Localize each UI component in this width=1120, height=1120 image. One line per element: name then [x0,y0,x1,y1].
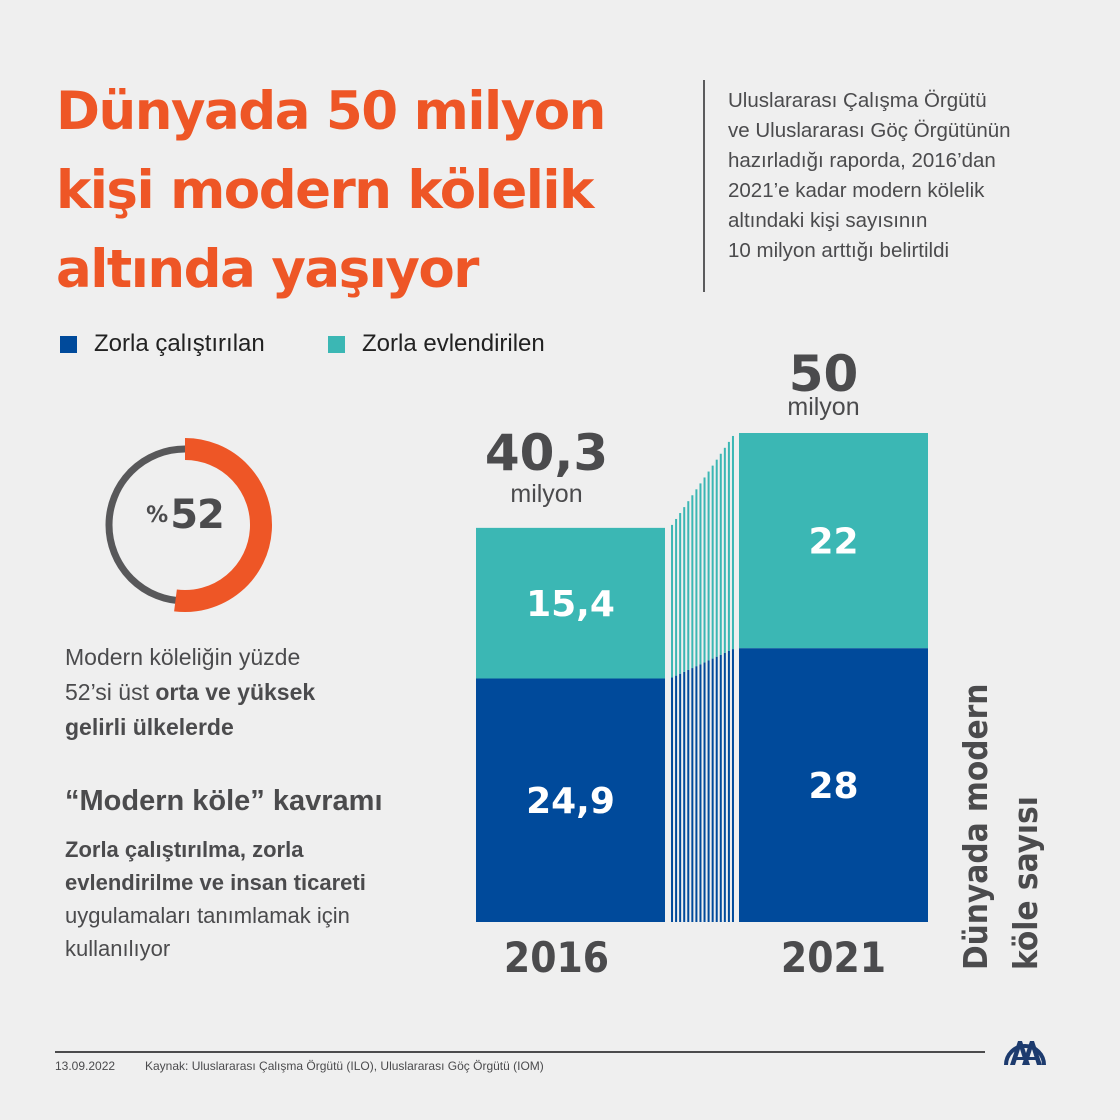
intro-line: altındaki kişi sayısının [728,209,928,232]
connector-stripe-forced-labor [671,677,674,922]
total-unit-label: milyon [787,393,859,421]
connector-stripe-forced-labor [711,658,714,922]
bar-segment-forced-marriage-2016 [476,527,665,679]
legend-item-forced-labor: Zorla çalıştırılan [60,330,265,358]
connector-stripe-forced-labor [703,662,706,922]
total-value-label: 40,3 [485,424,608,482]
percent-value: 52 [170,492,225,538]
connector-stripe-forced-marriage [691,495,694,669]
intro-line: hazırladığı raporda, 2016’dan [728,149,996,172]
income-info: Modern köleliğin yüzde 52’si üst orta ve… [65,640,445,745]
year-label-2021: 2021 [781,933,886,982]
total-unit-label: milyon [510,480,582,508]
connector-stripe-forced-marriage [715,459,718,657]
connector-stripe-forced-marriage [727,441,730,652]
connector-stripe-forced-labor [719,654,722,922]
connector-stripe-forced-labor [723,652,726,922]
donut-fill-arc [174,438,272,612]
legend-label: Zorla çalıştırılan [94,330,265,357]
intro-line: 10 milyon arttığı belirtildi [728,239,950,262]
intro-line: ve Uluslararası Göç Örgütünün [728,119,1011,142]
total-value-label: 50 [789,345,859,403]
concept-bold-text: Zorla çalıştırılma, zorla [65,837,304,862]
side-title-line: köle sayısı [1006,796,1045,970]
connector-stripe-forced-labor [707,660,710,922]
info-bold-text: gelirli ülkelerde [65,714,234,740]
legend-swatch-forced-labor [60,335,77,353]
connector-stripe-forced-labor [687,669,690,922]
legend-swatch-forced-marriage [328,335,345,353]
concept-line: uygulamaları tanımlamak için [65,903,350,928]
bar-segment-forced-marriage-2021 [739,433,928,649]
segment-value-label: 28 [808,766,858,807]
connector-stripes [671,435,734,922]
connector-stripe-forced-marriage [699,483,702,665]
side-title-line: Dünyada modern [956,684,995,970]
info-line: gelirli ülkelerde [65,710,445,745]
bar-segment-forced-labor-2021 [739,648,928,922]
connector-stripe-forced-labor [731,649,734,922]
donut-value: %52 [95,492,275,538]
connector-stripe-forced-marriage [723,447,726,653]
headline-line: kişi modern kölelik [56,160,594,221]
legend-label: Zorla evlendirilen [362,330,545,357]
intro-paragraph: Uluslararası Çalışma Örgütü ve Uluslarar… [728,86,1098,266]
connector-stripe-forced-labor [683,671,686,922]
bars-group [476,433,928,922]
segment-value-label: 15,4 [526,584,615,625]
connector-stripe-forced-marriage [731,435,734,650]
info-line: 52’si üst orta ve yüksek [65,675,445,710]
connector-stripe-forced-labor [727,651,730,922]
connector-stripe-forced-labor [695,666,698,922]
intro-line: 2021’e kadar modern kölelik [728,179,985,202]
segment-value-label: 22 [808,522,858,563]
connector-stripe-forced-marriage [707,471,710,661]
footer-date: 13.09.2022 [55,1059,116,1073]
concept-description: Zorla çalıştırılma, zorla evlendirilme v… [65,833,445,965]
footer-divider [55,1051,985,1053]
bar-segment-forced-labor-2016 [476,678,665,922]
concept-line: evlendirilme ve insan ticareti [65,866,445,899]
connector-stripe-forced-marriage [719,453,722,655]
connector-stripe-forced-marriage [695,489,698,667]
info-line: Modern köleliğin yüzde [65,644,301,670]
segment-value-label: 24,9 [526,781,615,822]
concept-line: Zorla çalıştırılma, zorla [65,833,445,866]
info-text: 52’si üst [65,679,156,705]
connector-stripe-forced-labor [691,668,694,922]
vertical-divider [703,80,705,292]
intro-line: Uluslararası Çalışma Örgütü [728,89,987,112]
concept-heading: “Modern köle” kavramı [65,785,383,817]
connector-stripe-forced-labor [675,675,678,922]
percent-symbol: % [146,503,169,528]
connector-stripe-forced-labor [715,656,718,922]
connector-stripe-forced-marriage [683,507,686,672]
connector-stripe-forced-marriage [671,524,674,678]
year-label-2016: 2016 [504,933,609,982]
headline-line: altında yaşıyor [56,239,479,300]
info-bold-text: orta ve yüksek [155,679,316,705]
concept-bold-text: evlendirilme ve insan ticareti [65,870,366,895]
legend-item-forced-marriage: Zorla evlendirilen [328,330,545,358]
side-title: Dünyada modern köle sayısı [956,684,1045,970]
donut-chart [105,438,272,612]
headline-line: Dünyada 50 milyon [56,81,606,142]
connector-stripe-forced-marriage [703,477,706,663]
connector-stripe-forced-marriage [711,465,714,659]
connector-stripe-forced-marriage [687,501,690,670]
connector-stripe-forced-marriage [679,513,682,674]
concept-line: kullanılıyor [65,936,171,961]
connector-stripe-forced-marriage [675,518,678,676]
connector-stripe-forced-labor [679,673,682,922]
aa-logo-icon [1004,1041,1046,1066]
connector-stripe-forced-labor [699,664,702,922]
footer-source: Kaynak: Uluslararası Çalışma Örgütü (ILO… [145,1059,544,1073]
headline: Dünyada 50 milyon kişi modern kölelik al… [56,72,696,309]
